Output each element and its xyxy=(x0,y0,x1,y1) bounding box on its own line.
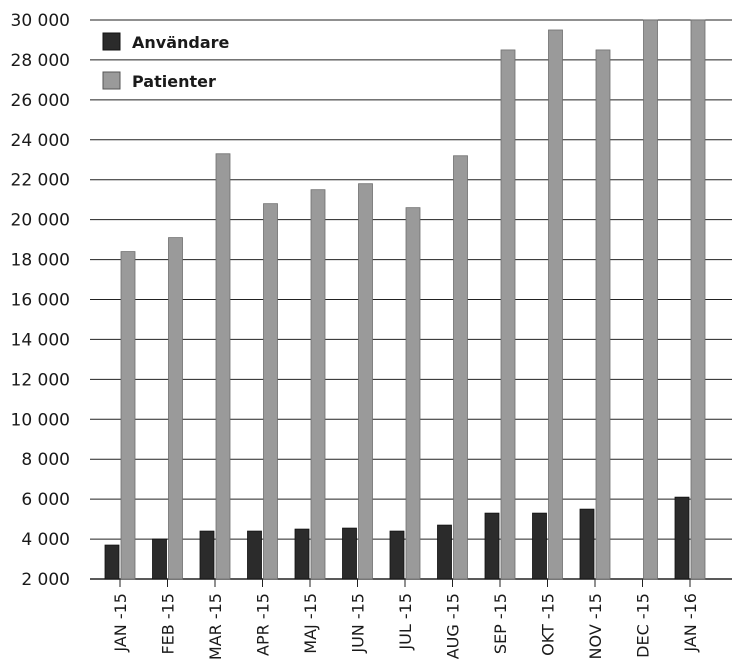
bar-patienter xyxy=(406,208,420,579)
x-tick-label: MAJ -15 xyxy=(301,593,320,654)
x-tick-label: APR -15 xyxy=(254,593,273,656)
bar-anvandare xyxy=(343,528,357,579)
bar-patienter xyxy=(121,252,135,579)
x-tick-label: OKT -15 xyxy=(539,593,558,656)
bar-anvandare xyxy=(295,529,309,579)
y-tick-label: 4 000 xyxy=(21,530,70,550)
x-tick-label: FEB -15 xyxy=(159,593,178,655)
x-tick-label: AUG -15 xyxy=(444,593,463,659)
bar-anvandare xyxy=(200,531,214,579)
x-tick-label: NOV -15 xyxy=(586,593,605,659)
bar-patienter xyxy=(454,156,468,579)
bar-anvandare xyxy=(533,513,547,579)
bar-patienter xyxy=(359,184,373,579)
bar-patienter xyxy=(311,190,325,579)
legend: Användare Patienter xyxy=(103,33,230,91)
bar-patienter xyxy=(264,204,278,579)
bar-patienter xyxy=(216,154,230,579)
y-tick-label: 20 000 xyxy=(11,211,70,231)
y-tick-label: 18 000 xyxy=(11,251,70,271)
x-tick-label: MAR -15 xyxy=(206,593,225,660)
y-tick-label: 2 000 xyxy=(21,570,70,590)
y-tick-label: 16 000 xyxy=(11,291,70,311)
y-tick-label: 10 000 xyxy=(11,410,70,430)
legend-label-anvandare: Användare xyxy=(132,33,230,52)
bar-anvandare xyxy=(438,525,452,579)
bar-patienter xyxy=(596,50,610,579)
bar-anvandare xyxy=(675,497,689,579)
x-axis-ticks: JAN -15 FEB -15 MAR -15 APR -15 MAJ -15 JUN -… xyxy=(111,579,700,660)
bar-anvandare xyxy=(390,531,404,579)
x-tick-label: JAN -15 xyxy=(111,593,130,653)
y-tick-label: 30 000 xyxy=(11,11,70,31)
bar-anvandare xyxy=(485,513,499,579)
bar-patienter xyxy=(501,50,515,579)
bar-patienter xyxy=(644,20,658,579)
x-tick-label: JUN -15 xyxy=(349,593,368,654)
y-tick-label: 8 000 xyxy=(21,450,70,470)
bar-anvandare xyxy=(248,531,262,579)
legend-swatch-patienter xyxy=(103,72,120,89)
y-tick-label: 22 000 xyxy=(11,171,70,191)
x-tick-label: SEP -15 xyxy=(491,593,510,654)
legend-swatch-anvandare xyxy=(103,33,120,50)
x-tick-label: JUL -15 xyxy=(396,593,415,651)
bar-patienter xyxy=(691,20,705,579)
y-tick-label: 12 000 xyxy=(11,370,70,390)
y-axis-ticks: 2 000 4 000 6 000 8 000 10 000 12 000 14 000 16… xyxy=(11,11,70,590)
y-tick-label: 14 000 xyxy=(11,330,70,350)
y-tick-label: 26 000 xyxy=(11,91,70,111)
y-tick-label: 24 000 xyxy=(11,131,70,151)
x-tick-label: DEC -15 xyxy=(634,593,653,658)
legend-label-patienter: Patienter xyxy=(132,72,216,91)
y-tick-label: 28 000 xyxy=(11,51,70,71)
x-tick-label: JAN -16 xyxy=(681,593,700,653)
bar-anvandare xyxy=(153,539,167,579)
bar-patienter xyxy=(549,30,563,579)
y-tick-label: 6 000 xyxy=(21,490,70,510)
bar-anvandare xyxy=(580,509,594,579)
bar-patienter xyxy=(169,238,183,579)
bar-anvandare xyxy=(105,545,119,579)
